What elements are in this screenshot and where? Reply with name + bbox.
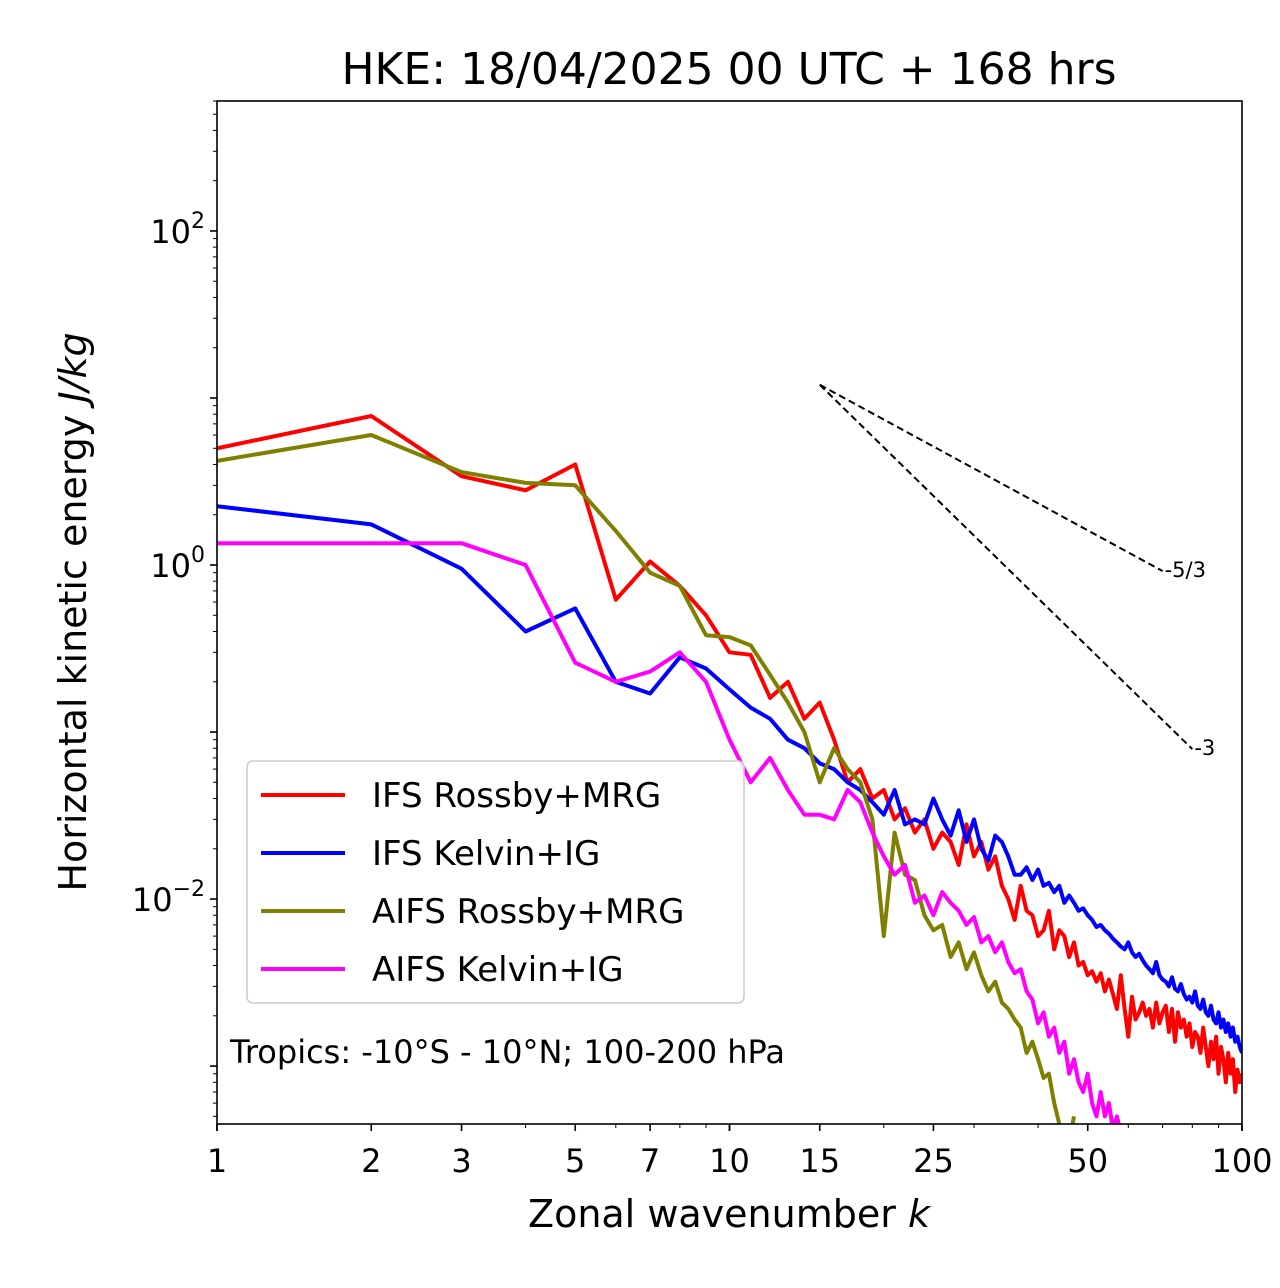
legend-label: AIFS Kelvin+IG — [372, 950, 624, 990]
reference-line — [819, 384, 1194, 750]
x-axis-label: Zonal wavenumber k — [528, 1192, 932, 1236]
y-axis-label-text: Horizontal kinetic energy — [51, 415, 95, 892]
legend-entries: IFS Rossby+MRG IFS Kelvin+IG AIFS Rossby+M… — [261, 776, 684, 990]
legend: IFS Rossby+MRG IFS Kelvin+IG AIFS Rossby+M… — [246, 760, 745, 1004]
x-tick-label: 2 — [361, 1142, 381, 1180]
legend-box — [246, 760, 745, 1004]
x-tick-label: 10 — [709, 1142, 750, 1180]
y-axis-label-units: J/kg — [51, 332, 95, 409]
x-axis-label-text: Zonal wavenumber — [528, 1192, 896, 1236]
reference-line-label: -3 — [1194, 736, 1215, 760]
y-tick-exponent: −2 — [173, 877, 205, 902]
series-line — [217, 504, 1242, 1054]
y-axis-label-space — [51, 403, 95, 415]
y-tick-exponent: 0 — [191, 543, 205, 568]
region-annotation: Tropics: -10°S - 10°N; 100-200 hPa — [229, 1033, 785, 1071]
y-tick-exponent: 2 — [191, 209, 205, 234]
y-tick-label: 100 — [150, 543, 205, 585]
legend-label: IFS Kelvin+IG — [372, 834, 600, 874]
y-tick-label: 10−2 — [132, 877, 205, 919]
x-axis-label-space — [896, 1192, 908, 1236]
x-tick-label: 25 — [913, 1142, 954, 1180]
x-tick-label: 7 — [640, 1142, 660, 1180]
series-line — [217, 433, 1076, 1124]
x-tick-label: 5 — [565, 1142, 585, 1180]
y-tick-base: 10 — [150, 547, 191, 585]
y-tick-label: 102 — [150, 209, 205, 251]
legend-label: AIFS Rossby+MRG — [372, 892, 684, 932]
reference-line-label: -5/3 — [1165, 558, 1206, 582]
reference-slope-lines: -5/3 -3 — [819, 383, 1215, 760]
plot-frame — [216, 100, 1243, 1125]
legend-label: IFS Rossby+MRG — [372, 776, 661, 816]
y-tick-base: 10 — [132, 881, 173, 919]
x-tick-label: 15 — [799, 1142, 840, 1180]
reference-line — [819, 383, 1164, 572]
x-tick-label: 50 — [1067, 1142, 1108, 1180]
x-tick-label: 100 — [1211, 1142, 1272, 1180]
x-tick-label: 1 — [207, 1142, 227, 1180]
x-tick-label: 3 — [451, 1142, 471, 1180]
x-axis-label-symbol: k — [908, 1192, 932, 1236]
y-axis-label: Horizontal kinetic energy J/kg — [51, 332, 95, 891]
y-tick-base: 10 — [150, 213, 191, 251]
chart-title: HKE: 18/04/2025 00 UTC + 168 hrs — [341, 44, 1116, 95]
x-axis-ticks: 1 2 3 5 7 10 15 25 50 100 — [207, 1124, 1273, 1180]
